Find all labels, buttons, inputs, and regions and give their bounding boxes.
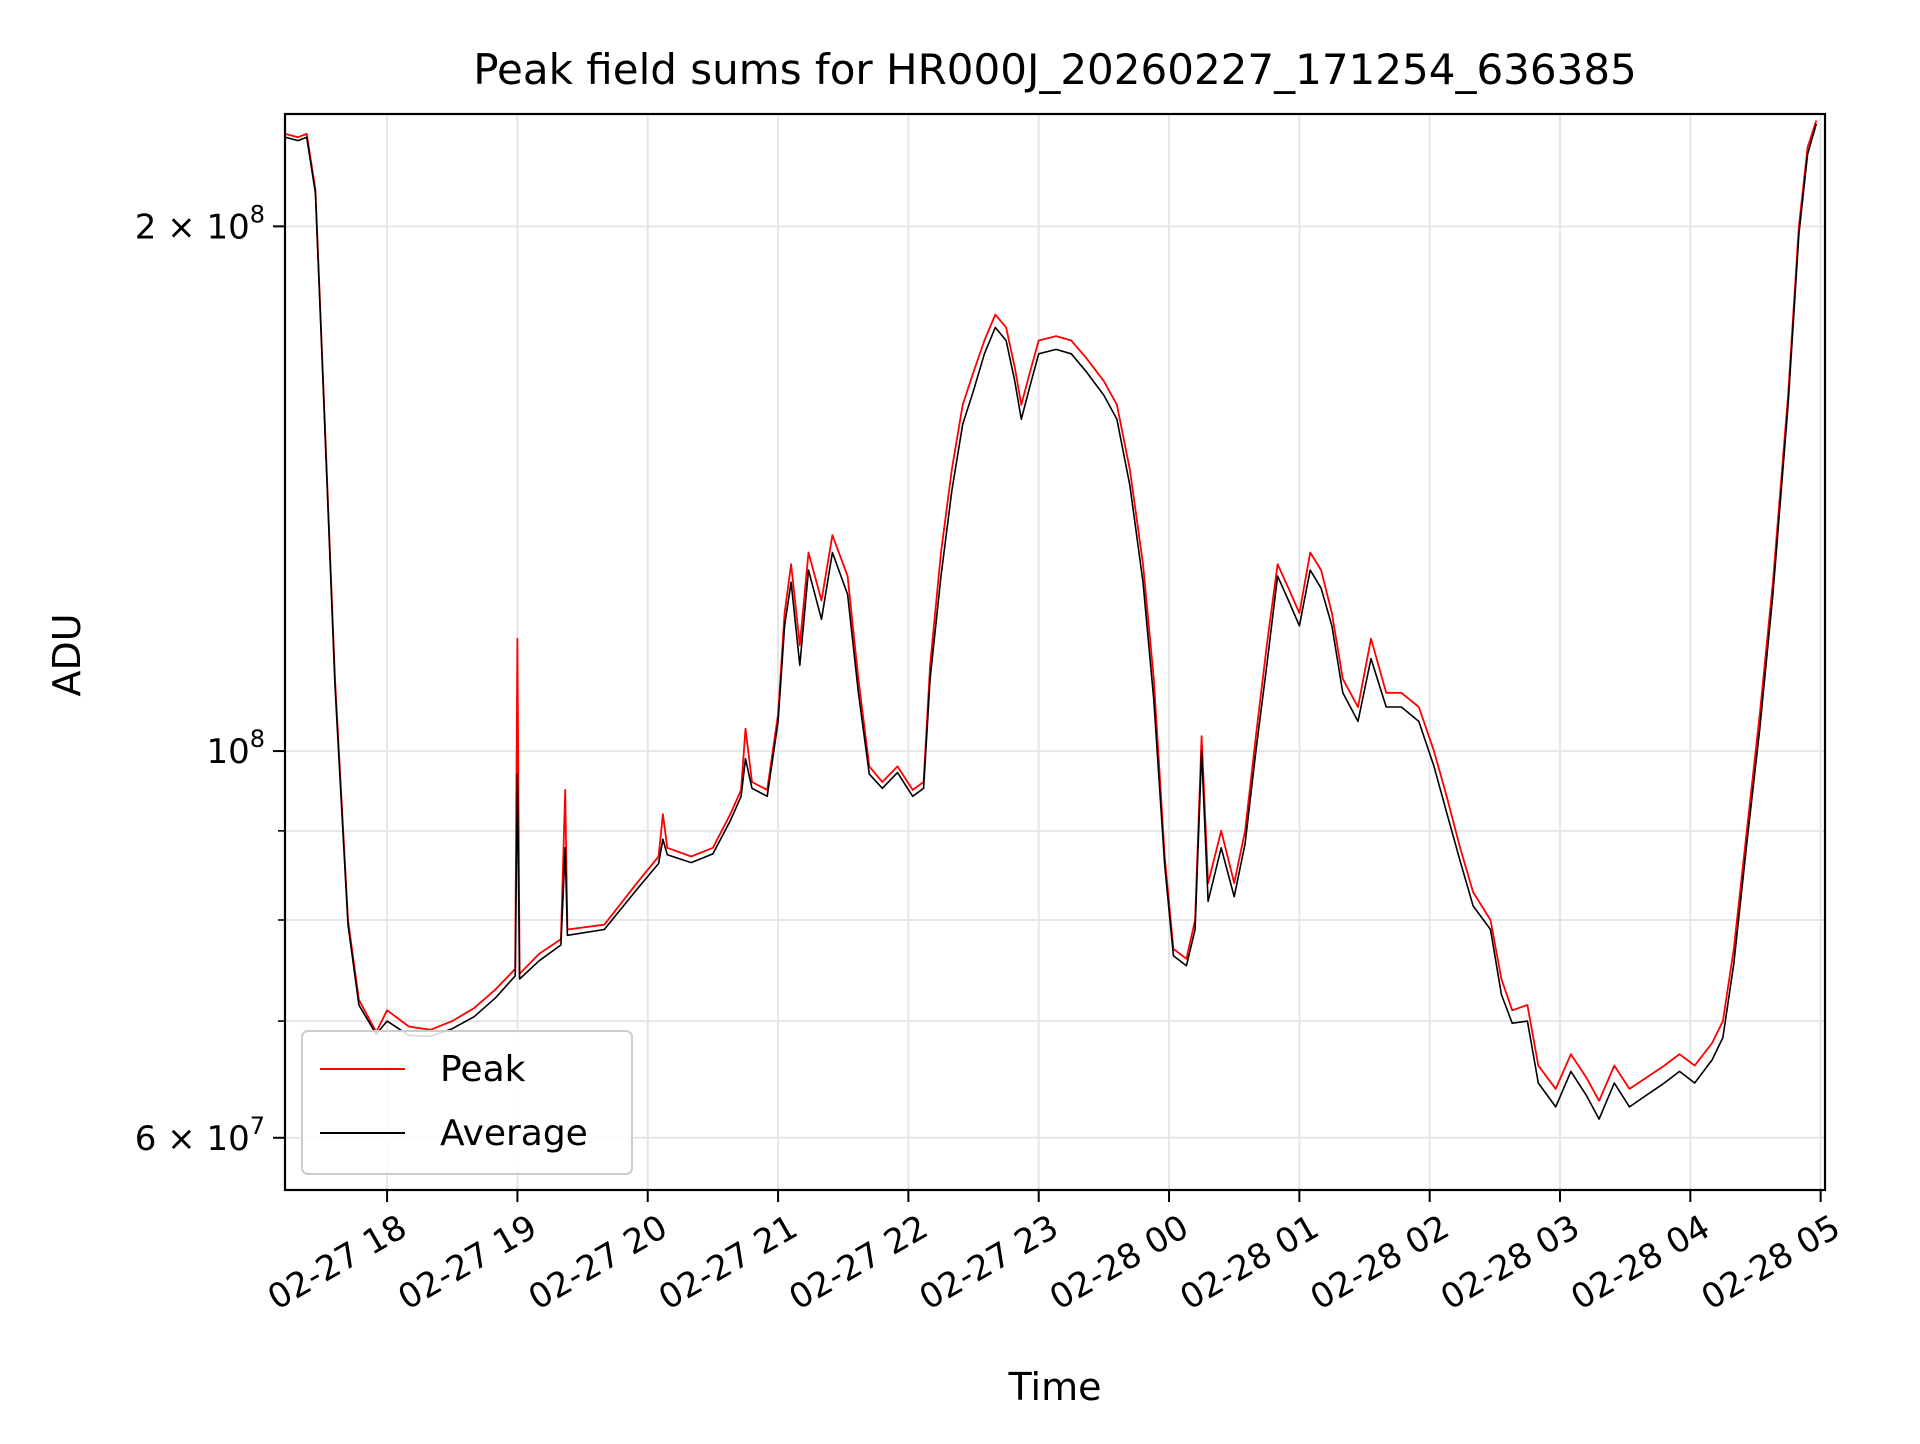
y-tick-label: 2 × 108 [135,200,265,247]
y-axis: 6 × 107 108 2 × 108 [135,200,285,1159]
x-tick-label: 02-28 05 [1695,1207,1847,1318]
legend-label-average: Average [440,1113,588,1154]
legend-label-peak: Peak [440,1049,526,1090]
x-tick-label: 02-27 18 [261,1207,413,1318]
x-tick-label: 02-28 02 [1304,1207,1456,1318]
x-tick-label: 02-27 21 [652,1207,804,1318]
legend-box [301,1030,633,1175]
x-tick-label: 02-28 01 [1173,1207,1325,1318]
grid [285,114,1825,1190]
x-tick-label: 02-27 20 [522,1207,674,1318]
x-tick-label: 02-27 19 [392,1207,544,1318]
series-layer [285,120,1818,1120]
x-tick-label: 02-28 00 [1043,1207,1195,1318]
y-axis-label: ADU [45,613,89,696]
chart-title: Peak field sums for HR000J_20260227_1712… [473,45,1637,94]
x-tick-label: 02-27 23 [913,1207,1065,1318]
legend: Peak Average [301,1030,633,1175]
series-line-peak [285,120,1818,1102]
plot-frame [283,112,1827,1192]
x-axis-label: Time [1008,1365,1102,1409]
x-tick-label: 02-28 04 [1564,1207,1716,1318]
x-tick-label: 02-27 22 [782,1207,934,1318]
y-tick-label: 108 [206,725,265,772]
x-tick-label: 02-28 03 [1434,1207,1586,1318]
y-tick-label: 6 × 107 [135,1112,265,1159]
series-line-average [285,123,1818,1120]
